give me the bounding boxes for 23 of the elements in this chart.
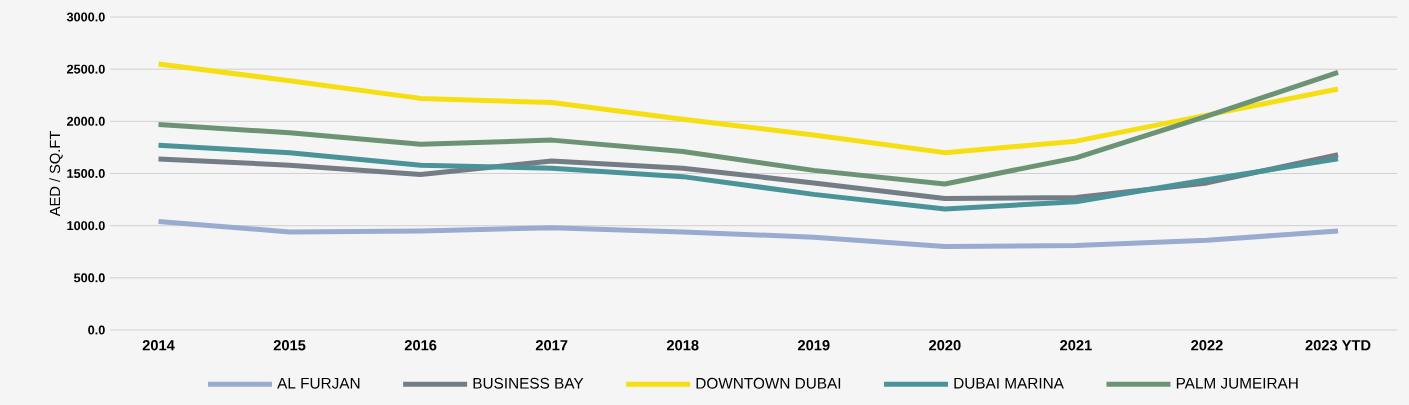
legend-label: BUSINESS BAY	[473, 377, 584, 389]
y-tick-label: 2000.0	[67, 116, 105, 126]
y-tick-label: 0.0	[88, 325, 105, 335]
y-tick-label: 3000.0	[66, 12, 105, 22]
y-tick-label: 500.0	[74, 273, 105, 283]
x-tick-label: 2020	[929, 340, 961, 351]
x-tick-label: 2023 YTD	[1305, 340, 1371, 351]
x-tick-label: 2018	[666, 340, 699, 351]
y-tick-label: 1000.0	[67, 221, 105, 231]
x-tick-label: 2017	[535, 340, 568, 351]
legend-label: PALM JUMEIRAH	[1176, 377, 1298, 389]
legend-label: AL FURJAN	[277, 377, 360, 389]
legend-label: DOWNTOWN DUBAI	[696, 377, 841, 389]
x-tick-label: 2019	[797, 340, 830, 351]
x-tick-label: 2016	[404, 340, 437, 351]
x-tick-label: 2021	[1060, 340, 1092, 351]
y-tick-label: 1500.0	[67, 169, 105, 178]
y-tick-label: 2500.0	[67, 64, 105, 74]
legend-label: DUBAI MARINA	[954, 377, 1064, 389]
y-axis-title: AED / SQ.FT	[49, 131, 63, 217]
x-tick-label: 2014	[142, 340, 175, 351]
x-tick-label: 2022	[1191, 340, 1223, 351]
x-tick-label: 2015	[273, 340, 306, 351]
